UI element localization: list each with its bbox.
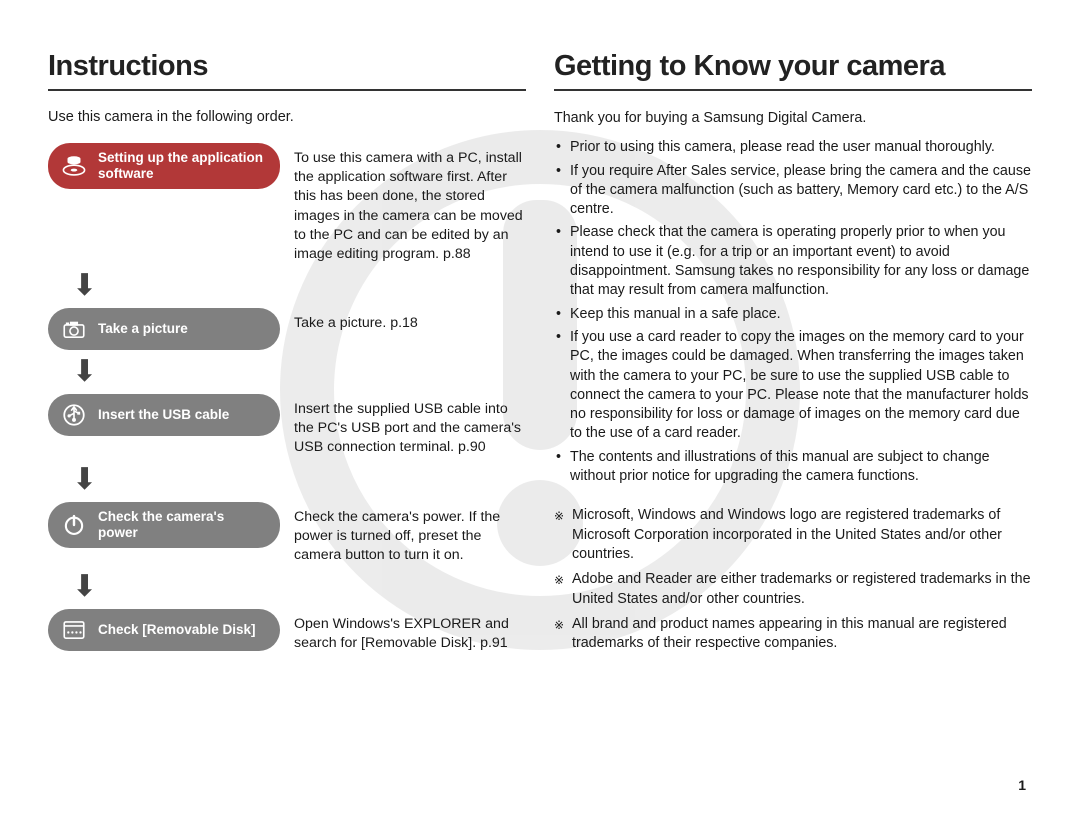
note-item: Keep this manual in a safe place. [554,305,1032,324]
step-description: To use this camera with a PC, install th… [294,143,526,264]
usb-icon [60,401,88,429]
step-description: Take a picture. p.18 [294,308,418,333]
trademark-note: Microsoft, Windows and Windows logo are … [554,506,1032,564]
step-row: Check the camera's power Check the camera… [48,502,526,566]
camera-icon [60,315,88,343]
note-item: Prior to using this camera, please read … [554,138,1032,157]
trademark-note: All brand and product names appearing in… [554,615,1032,654]
step-row: Setting up the application software To us… [48,143,526,264]
step-label: Setting up the application software [98,150,266,182]
step-label: Insert the USB cable [98,407,266,423]
step-description: Check the camera's power. If the power i… [294,502,526,566]
step-row: Take a picture Take a picture. p.18 [48,308,526,350]
step-pill: Check the camera's power [48,502,280,548]
note-item: The contents and illustrations of this m… [554,448,1032,487]
step-arrow: ⬇ [48,565,280,609]
step-label: Take a picture [98,321,266,337]
note-item: If you require After Sales service, plea… [554,162,1032,220]
instructions-intro: Use this camera in the following order. [48,109,526,125]
step-row: Check [Removable Disk] Open Windows's EXP… [48,609,526,653]
trademark-block: Microsoft, Windows and Windows logo are … [554,506,1032,653]
disk-window-icon [60,616,88,644]
getting-to-know-heading: Getting to Know your camera [554,50,1032,91]
disc-icon [60,152,88,180]
trademark-note: Adobe and Reader are either trademarks o… [554,570,1032,609]
instructions-heading: Instructions [48,50,526,91]
step-pill: Setting up the application software [48,143,280,189]
power-icon [60,511,88,539]
step-label: Check the camera's power [98,509,266,541]
step-description: Open Windows's EXPLORER and search for [… [294,609,526,653]
step-description: Insert the supplied USB cable into the P… [294,394,526,458]
right-column: Getting to Know your camera Thank you fo… [554,50,1032,815]
step-pill: Take a picture [48,308,280,350]
step-arrow: ⬇ [48,264,280,308]
step-label: Check [Removable Disk] [98,622,266,638]
thank-you-text: Thank you for buying a Samsung Digital C… [554,109,1032,128]
note-item: If you use a card reader to copy the ima… [554,328,1032,444]
step-pill: Check [Removable Disk] [48,609,280,651]
step-arrow: ⬇ [48,458,280,502]
note-item: Please check that the camera is operatin… [554,223,1032,300]
steps-list: Setting up the application software To us… [48,143,526,653]
step-pill: Insert the USB cable [48,394,280,436]
left-column: Instructions Use this camera in the foll… [48,50,526,815]
camera-notes-list: Prior to using this camera, please read … [554,138,1032,486]
step-arrow: ⬇ [48,350,280,394]
step-row: Insert the USB cable Insert the supplied … [48,394,526,458]
